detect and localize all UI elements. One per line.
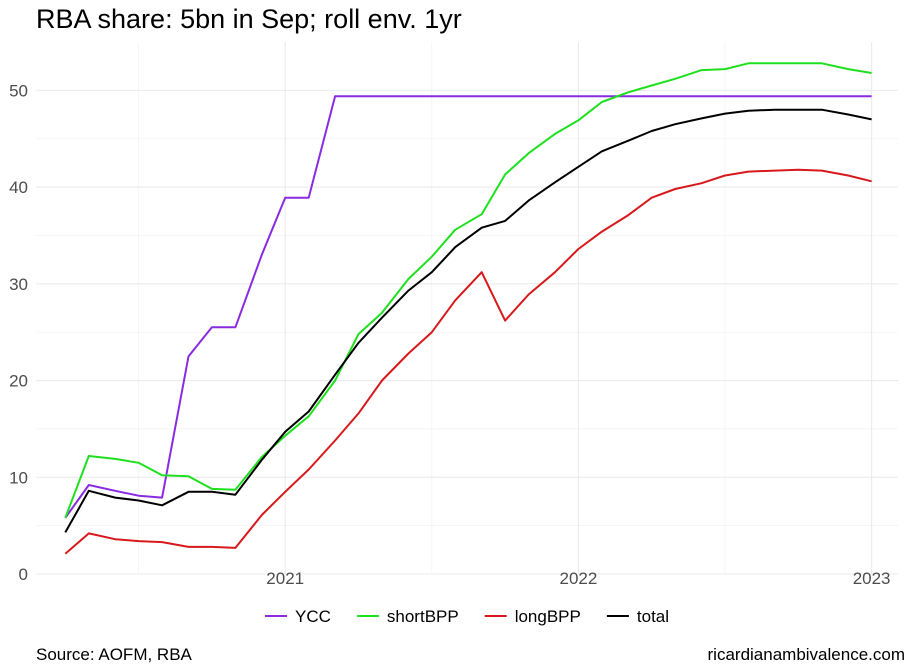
series-lines [64, 62, 872, 555]
y-tick-label: 0 [19, 565, 28, 584]
x-axis-tick-labels: 2021 2022 2023 [266, 569, 890, 588]
y-tick-label: 10 [9, 468, 28, 487]
major-gridlines [36, 42, 898, 575]
legend-label-longBPP: longBPP [515, 607, 581, 626]
series-line-total [64, 108, 872, 533]
y-tick-label: 30 [9, 275, 28, 294]
website-caption: ricardianambivalence.com [707, 645, 905, 664]
x-tick-label: 2022 [560, 569, 598, 588]
series-line-longBPP [64, 168, 872, 555]
legend-label-YCC: YCC [295, 607, 331, 626]
series-line-shortBPP [64, 62, 872, 519]
legend-item-total: total [606, 607, 669, 626]
series-line-YCC [64, 95, 872, 519]
y-tick-label: 50 [9, 81, 28, 100]
chart-title: RBA share: 5bn in Sep; roll env. 1yr [36, 4, 462, 34]
legend-item-shortBPP: shortBPP [356, 607, 459, 626]
legend-label-shortBPP: shortBPP [387, 607, 459, 626]
legend-label-total: total [637, 607, 669, 626]
legend: YCC shortBPP longBPP total [265, 607, 669, 626]
y-tick-label: 20 [9, 372, 28, 391]
legend-item-longBPP: longBPP [484, 607, 581, 626]
source-caption: Source: AOFM, RBA [36, 645, 192, 664]
y-axis-tick-labels: 0 10 20 30 40 50 [9, 81, 28, 584]
minor-gridlines [36, 42, 898, 574]
legend-item-YCC: YCC [265, 607, 331, 626]
x-tick-label: 2023 [853, 569, 891, 588]
y-tick-label: 40 [9, 178, 28, 197]
x-tick-label: 2021 [266, 569, 304, 588]
